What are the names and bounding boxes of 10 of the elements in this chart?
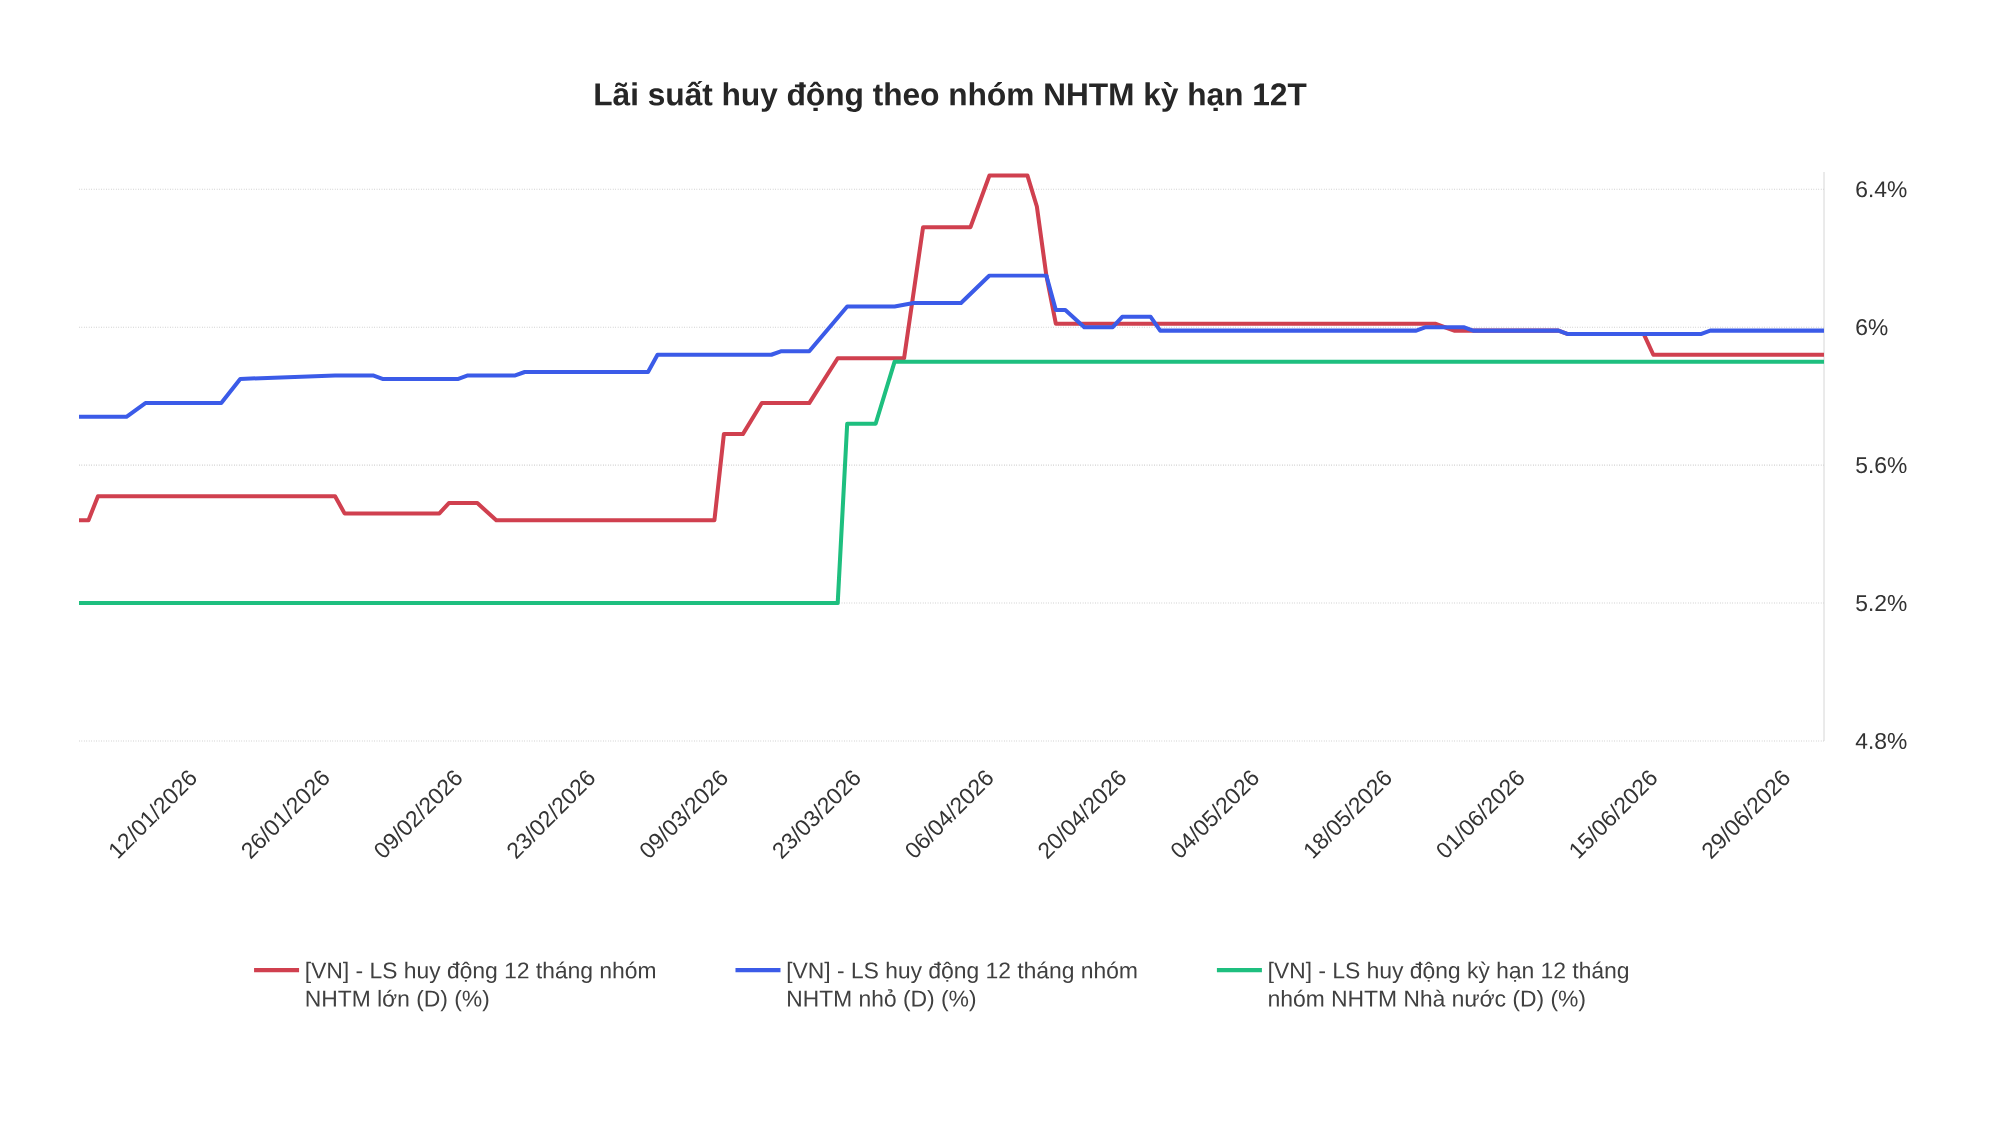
y-tick-label: 5.6% [1856, 457, 1907, 474]
legend-label: [VN] - LS huy động 12 tháng nhóm NHTM lớn (D) (%) [306, 961, 655, 1012]
legend-label: [VN] - LS huy động 12 tháng nhóm NHTM nhỏ (D) (%) [787, 961, 1137, 1012]
line-series [79, 273, 1825, 419]
y-tick-label: 4.8% [1855, 732, 1907, 750]
y-tick-label: 6.4% [1856, 181, 1907, 198]
y-tick-label: 5.2% [1856, 594, 1907, 612]
chart-title: Lãi suất huy động theo nhóm NHTM kỳ hạn 12T [595, 80, 1307, 112]
legend-label: [VN] - LS huy động kỳ hạn 12 tháng nhóm NHTM Nhà nước (D) (%) [1269, 961, 1629, 1012]
y-tick-label: 6% [1856, 319, 1888, 336]
